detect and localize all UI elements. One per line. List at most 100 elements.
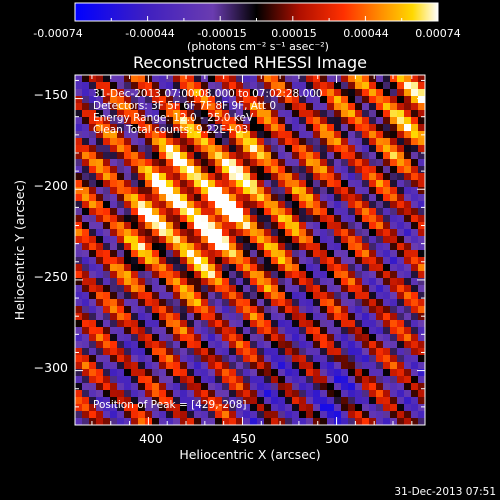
heatmap-cell	[166, 411, 174, 419]
heatmap-cell	[138, 320, 146, 328]
heatmap-cell	[96, 376, 104, 384]
heatmap-cell	[180, 222, 188, 230]
heatmap-cell	[117, 243, 125, 251]
heatmap-cell	[264, 124, 272, 132]
heatmap-cell	[411, 173, 419, 181]
heatmap-cell	[75, 313, 83, 321]
heatmap-cell	[404, 138, 412, 146]
heatmap-cell	[124, 369, 132, 377]
heatmap-cell	[96, 103, 104, 111]
heatmap-cell	[75, 250, 83, 258]
heatmap-cell	[236, 89, 244, 97]
heatmap-cell	[341, 89, 349, 97]
heatmap-cell	[285, 89, 293, 97]
heatmap-cell	[355, 82, 363, 90]
heatmap-cell	[138, 271, 146, 279]
heatmap-cell	[299, 131, 307, 139]
heatmap-cell	[117, 110, 125, 118]
heatmap-cell	[201, 138, 209, 146]
heatmap-cell	[278, 82, 286, 90]
heatmap-cell	[152, 376, 160, 384]
heatmap-cell	[369, 306, 377, 314]
heatmap-cell	[75, 138, 83, 146]
heatmap-cell	[250, 376, 258, 384]
heatmap-cell	[320, 103, 328, 111]
heatmap-cell	[320, 159, 328, 167]
heatmap-cell	[390, 243, 398, 251]
heatmap-cell	[299, 110, 307, 118]
heatmap-cell	[320, 208, 328, 216]
heatmap-cell	[145, 264, 153, 272]
heatmap-cell	[82, 285, 90, 293]
heatmap-cell	[166, 145, 174, 153]
heatmap-cell	[271, 159, 279, 167]
heatmap-cell	[355, 264, 363, 272]
heatmap-cell	[320, 89, 328, 97]
heatmap-cell	[159, 292, 167, 300]
heatmap-cell	[264, 369, 272, 377]
heatmap-cell	[341, 313, 349, 321]
heatmap-cell	[229, 166, 237, 174]
heatmap-cell	[236, 390, 244, 398]
heatmap-cell	[250, 201, 258, 209]
heatmap-cell	[152, 208, 160, 216]
heatmap-cell	[152, 166, 160, 174]
heatmap-cell	[271, 355, 279, 363]
heatmap-cell	[299, 278, 307, 286]
heatmap-cell	[369, 215, 377, 223]
heatmap-cell	[103, 292, 111, 300]
heatmap-cell	[103, 103, 111, 111]
heatmap-cell	[75, 341, 83, 349]
heatmap-cell	[131, 271, 139, 279]
heatmap-cell	[397, 166, 405, 174]
heatmap-cell	[397, 390, 405, 398]
heatmap-cell	[145, 166, 153, 174]
heatmap-cell	[215, 348, 223, 356]
heatmap-cell	[96, 96, 104, 104]
heatmap-cell	[341, 117, 349, 125]
heatmap-cell	[411, 243, 419, 251]
heatmap-cell	[383, 257, 391, 265]
heatmap-cell	[229, 208, 237, 216]
heatmap-cell	[390, 278, 398, 286]
heatmap-cell	[355, 208, 363, 216]
heatmap-cell	[285, 110, 293, 118]
heatmap-cell	[404, 264, 412, 272]
heatmap-cell	[138, 418, 146, 425]
heatmap-cell	[383, 383, 391, 391]
heatmap-cell	[362, 110, 370, 118]
heatmap-cell	[222, 334, 230, 342]
heatmap-cell	[96, 159, 104, 167]
heatmap-cell	[215, 222, 223, 230]
heatmap-cell	[208, 117, 216, 125]
heatmap-cell	[404, 369, 412, 377]
heatmap-cell	[285, 369, 293, 377]
heatmap-cell	[285, 355, 293, 363]
heatmap-cell	[327, 306, 335, 314]
heatmap-cell	[215, 250, 223, 258]
heatmap-cell	[250, 215, 258, 223]
heatmap-cell	[201, 82, 209, 90]
heatmap-cell	[411, 96, 419, 104]
heatmap-cell	[194, 180, 202, 188]
colorbar-tick-label: 0.00044	[343, 27, 389, 40]
heatmap-cell	[313, 369, 321, 377]
heatmap-cell	[383, 201, 391, 209]
heatmap-cell	[166, 292, 174, 300]
heatmap-cell	[187, 208, 195, 216]
heatmap-cell	[215, 355, 223, 363]
y-axis-label: Heliocentric Y (arcsec)	[12, 180, 27, 320]
heatmap-cell	[201, 320, 209, 328]
heatmap-cell	[376, 369, 384, 377]
heatmap-cell	[208, 131, 216, 139]
heatmap-cell	[89, 82, 97, 90]
heatmap-cell	[159, 264, 167, 272]
heatmap-cell	[124, 390, 132, 398]
heatmap-cell	[173, 250, 181, 258]
heatmap-cell	[215, 138, 223, 146]
heatmap-cell	[299, 138, 307, 146]
heatmap-cell	[138, 264, 146, 272]
heatmap-cell	[404, 383, 412, 391]
heatmap-cell	[418, 271, 425, 279]
heatmap-cell	[82, 320, 90, 328]
